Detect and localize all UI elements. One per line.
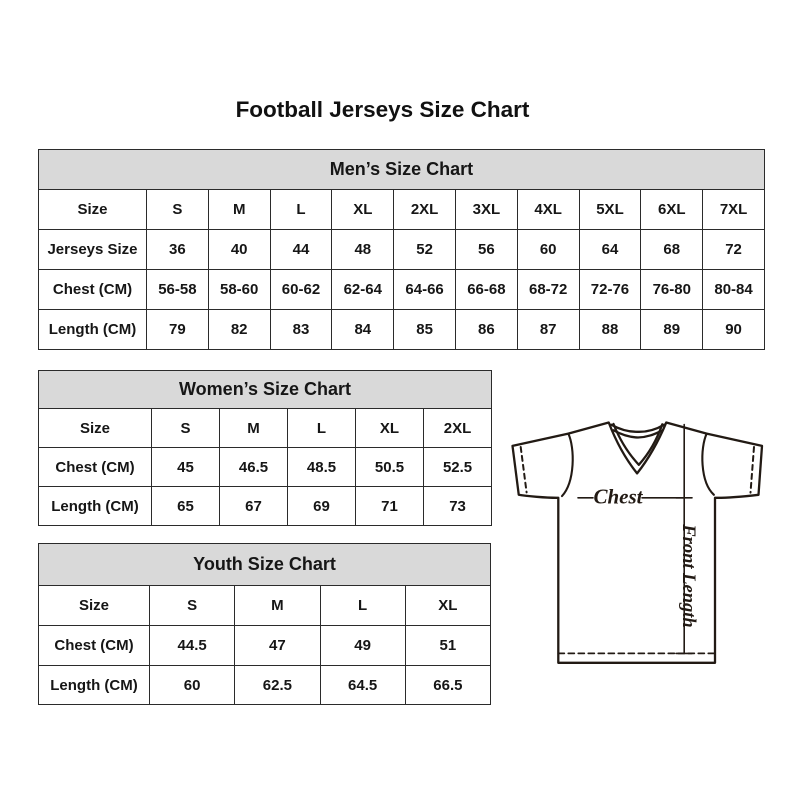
- svg-text:Chest: Chest: [594, 485, 644, 509]
- svg-text:Front Length: Front Length: [678, 523, 698, 627]
